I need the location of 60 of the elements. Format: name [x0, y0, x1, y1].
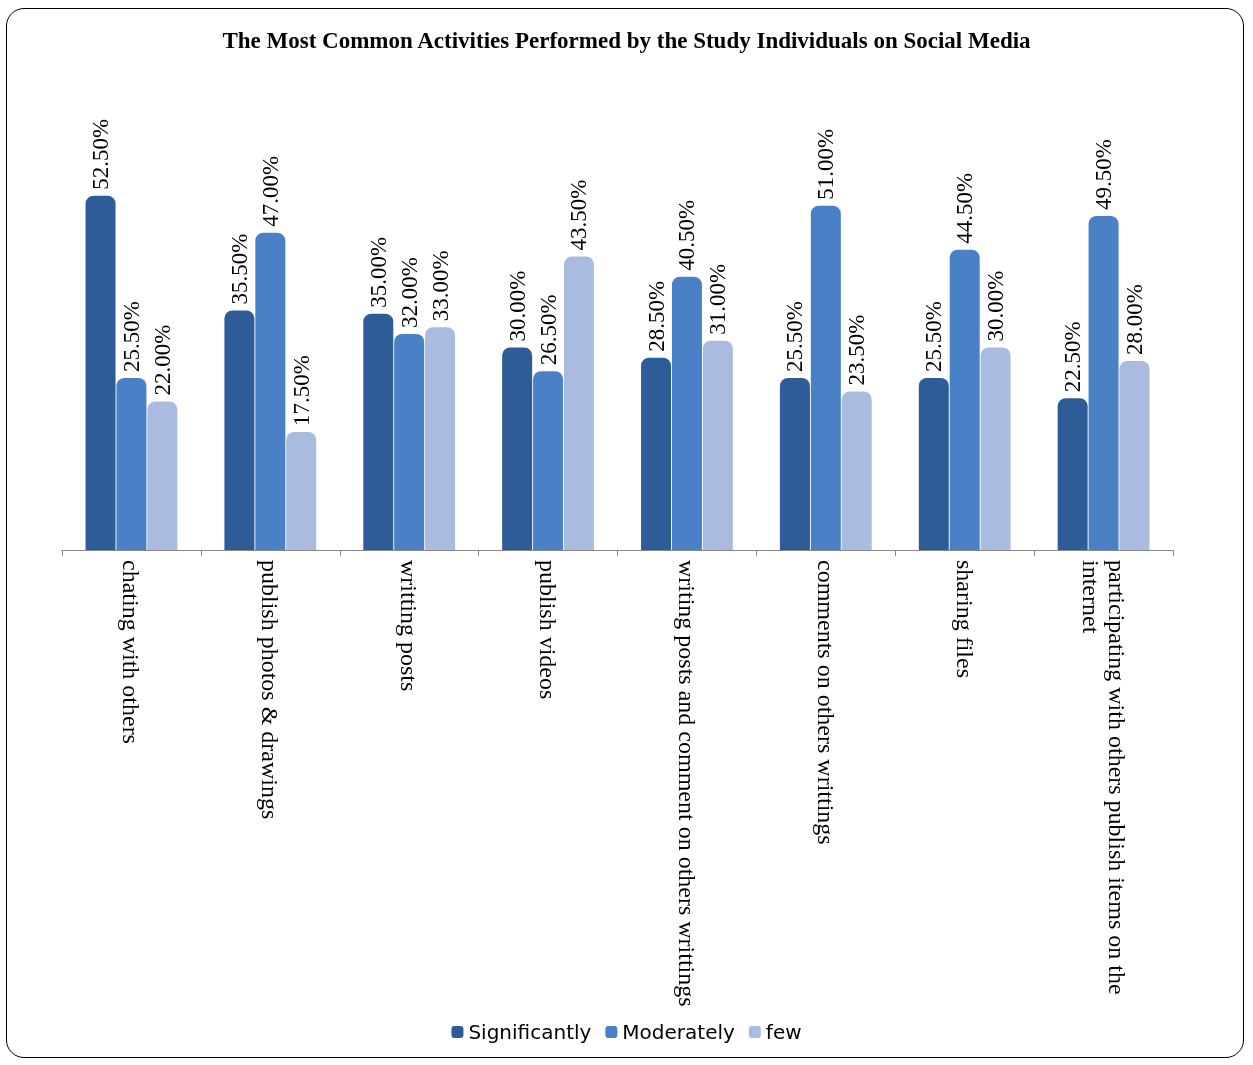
x-tick-label: chating with others [118, 560, 145, 744]
bar [1057, 398, 1088, 550]
bar [502, 347, 533, 550]
data-label: 51.00% [813, 128, 839, 200]
data-label: 44.50% [952, 172, 978, 244]
legend-label: few [765, 1020, 802, 1044]
bar [563, 256, 594, 550]
bar [533, 371, 564, 550]
data-label: 30.00% [983, 270, 1009, 342]
data-label: 22.00% [149, 324, 175, 396]
data-label: 22.50% [1060, 321, 1086, 393]
data-label: 28.50% [643, 280, 669, 352]
x-tick-label: participating with others publish items on the internet [1077, 560, 1130, 1001]
data-label: 26.50% [535, 294, 561, 366]
bar [949, 249, 980, 550]
data-label: 40.50% [674, 199, 700, 271]
bar [1088, 215, 1119, 550]
bar [363, 313, 394, 550]
x-tick-label: sharing files [951, 560, 978, 678]
bar [147, 401, 178, 550]
legend-label: Significantly [468, 1020, 592, 1044]
x-tick-label: writing posts and comment on others writtings [673, 560, 700, 1007]
x-tick-label: writting posts [396, 560, 423, 692]
bar [918, 377, 949, 550]
bar [116, 377, 147, 550]
data-label: 31.00% [705, 263, 731, 335]
bar [224, 310, 255, 550]
bar [255, 232, 286, 550]
data-label: 43.50% [566, 179, 592, 251]
data-label: 25.50% [921, 300, 947, 372]
bar [980, 347, 1011, 550]
data-label: 25.50% [118, 300, 144, 372]
bar [671, 276, 702, 550]
bar [425, 327, 456, 550]
data-label: 32.00% [396, 257, 422, 328]
bar [1119, 361, 1150, 550]
data-label: 33.00% [427, 250, 453, 322]
data-label: 49.50% [1091, 138, 1117, 210]
x-tick-label: comments on others writtings [812, 560, 839, 845]
bar [641, 357, 672, 550]
data-label: 25.50% [782, 300, 808, 372]
data-label: 28.00% [1121, 284, 1147, 355]
data-label: 23.50% [844, 314, 870, 386]
data-label: 17.50% [288, 354, 314, 426]
bar [394, 334, 425, 550]
data-label: 35.50% [226, 233, 252, 305]
bar [85, 195, 116, 550]
bar [779, 377, 810, 550]
data-label: 30.00% [504, 270, 530, 342]
x-tick-label: publish photos & drawings [257, 560, 284, 820]
data-label: 35.00% [365, 236, 391, 308]
chart-title: The Most Common Activities Performed by the Study Individuals on Social Media [222, 28, 1032, 53]
bar [841, 391, 872, 550]
bar [810, 205, 841, 550]
legend-label: Moderately [622, 1020, 736, 1044]
bar [286, 431, 317, 550]
x-tick-label: publish videos [535, 560, 562, 700]
data-label: 47.00% [257, 155, 283, 227]
bar [702, 340, 733, 550]
data-label: 52.50% [88, 118, 114, 190]
